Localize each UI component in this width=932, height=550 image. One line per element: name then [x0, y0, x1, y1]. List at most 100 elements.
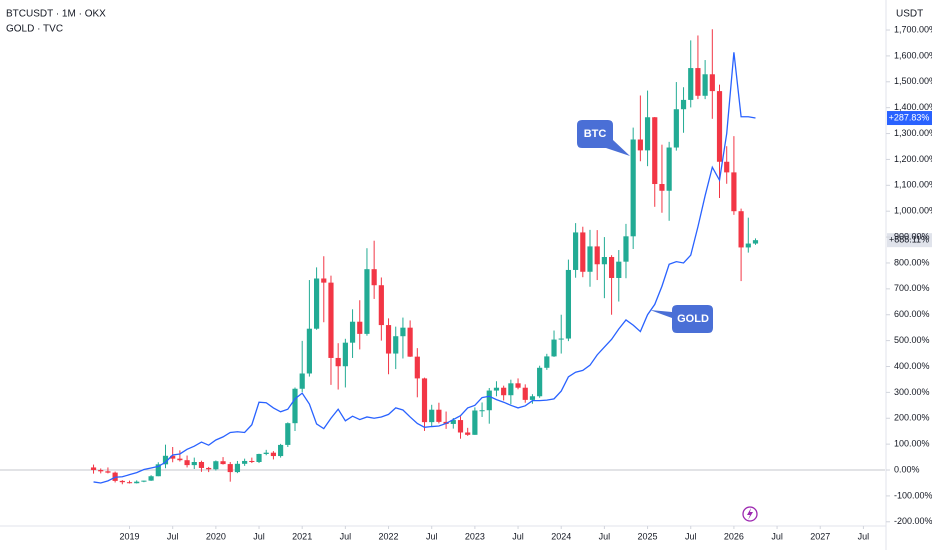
candle-body	[98, 470, 104, 472]
chart-subtitle: GOLD · TVC	[6, 24, 63, 35]
candle-body	[450, 420, 456, 424]
candle-body	[652, 117, 658, 185]
last-value-box	[887, 111, 932, 126]
candle-body	[637, 139, 643, 151]
candle-body	[580, 232, 586, 272]
callout-shape	[577, 120, 630, 156]
candle-body	[206, 467, 212, 470]
x-tick-label: Jul	[426, 531, 438, 541]
candle-body	[349, 321, 356, 343]
y-tick-label: 1,600.00%	[894, 50, 932, 60]
candle-body	[421, 378, 428, 423]
candle-body	[227, 464, 233, 473]
candle-body	[378, 285, 384, 326]
candle-body	[263, 452, 269, 454]
candle-body	[213, 461, 219, 470]
candle-body	[688, 68, 694, 100]
candle-body	[90, 467, 97, 471]
candle-body	[716, 91, 723, 162]
y-tick-label: 1,700.00%	[894, 24, 932, 34]
candle-body	[587, 246, 593, 272]
candle-body	[601, 257, 607, 265]
x-tick-label: 2026	[724, 531, 744, 541]
candle-body	[414, 356, 420, 379]
x-tick-label: 2019	[119, 531, 139, 541]
gold-line	[93, 52, 756, 484]
candle-body	[551, 339, 557, 357]
candle-body	[285, 423, 291, 445]
candle-body	[565, 269, 572, 339]
candle-body	[299, 373, 305, 389]
candle-body	[479, 410, 485, 412]
candle-body	[306, 328, 312, 374]
candle-body	[357, 321, 363, 334]
btc-callout: BTC	[577, 120, 630, 156]
candle-body	[501, 387, 507, 396]
x-tick-label: 2024	[551, 531, 571, 541]
candle-body	[234, 463, 241, 473]
last-value-label: +287.83%	[889, 112, 930, 122]
candle-body	[134, 481, 140, 484]
chart-title: BTCUSDT · 1M · OKX	[6, 9, 106, 20]
candle-body	[558, 338, 564, 340]
y-axis-label: USDT	[896, 9, 923, 20]
candle-body	[220, 461, 226, 465]
candle-body	[256, 453, 262, 462]
y-tick-label: 400.00%	[894, 361, 930, 371]
last-value-labels: +888.11% +287.83%	[887, 111, 932, 248]
candle-body	[673, 109, 679, 148]
candle-body	[644, 117, 651, 151]
y-tick-label: 1,200.00%	[894, 154, 932, 164]
callout-label: BTC	[584, 128, 607, 140]
x-tick-label: Jul	[340, 531, 352, 541]
x-tick-label: Jul	[599, 531, 611, 541]
candle-body	[155, 464, 161, 477]
x-tick-label: Jul	[512, 531, 524, 541]
candle-body	[385, 325, 392, 354]
candle-body	[573, 232, 579, 270]
candle-body	[177, 458, 183, 461]
candle-body	[249, 460, 255, 462]
x-tick-label: 2025	[638, 531, 658, 541]
candle-body	[105, 471, 111, 473]
y-tick-label: 1,100.00%	[894, 180, 932, 190]
y-tick-label: 800.00%	[894, 257, 930, 267]
last-value-box	[887, 233, 932, 248]
candle-body	[465, 432, 471, 435]
callout-shape	[650, 305, 713, 333]
candle-body	[537, 367, 543, 397]
candle-body	[141, 480, 147, 482]
candle-body	[119, 480, 125, 483]
y-tick-label: 600.00%	[894, 309, 930, 319]
y-tick-label: 900.00%	[894, 231, 930, 241]
candle-body	[198, 462, 205, 468]
candle-body	[313, 278, 320, 329]
candle-body	[472, 410, 478, 435]
candle-body	[126, 482, 133, 484]
candle-body	[493, 387, 500, 391]
candle-body	[731, 172, 737, 212]
candle-body	[695, 68, 701, 96]
candle-body	[594, 246, 600, 265]
candle-body	[278, 444, 284, 457]
last-value-label: +888.11%	[889, 235, 929, 245]
icon-bolt[interactable]	[747, 508, 753, 520]
replay-icon[interactable]	[742, 506, 758, 522]
x-tick-label: Jul	[167, 531, 179, 541]
candle-body	[292, 388, 298, 424]
y-tick-label: 1,000.00%	[894, 206, 932, 216]
y-tick-label: -200.00%	[894, 516, 932, 526]
callout-label: GOLD	[677, 313, 709, 325]
candle-body	[752, 240, 759, 244]
x-tick-label: 2022	[379, 531, 399, 541]
icon-ring[interactable]	[742, 506, 758, 522]
x-tick-label: 2023	[465, 531, 485, 541]
plot-area	[0, 29, 885, 485]
candle-body	[429, 409, 435, 423]
candle-body	[544, 356, 550, 368]
x-tick-label: Jul	[685, 531, 697, 541]
candle-body	[436, 409, 442, 422]
candle-body	[745, 243, 751, 248]
